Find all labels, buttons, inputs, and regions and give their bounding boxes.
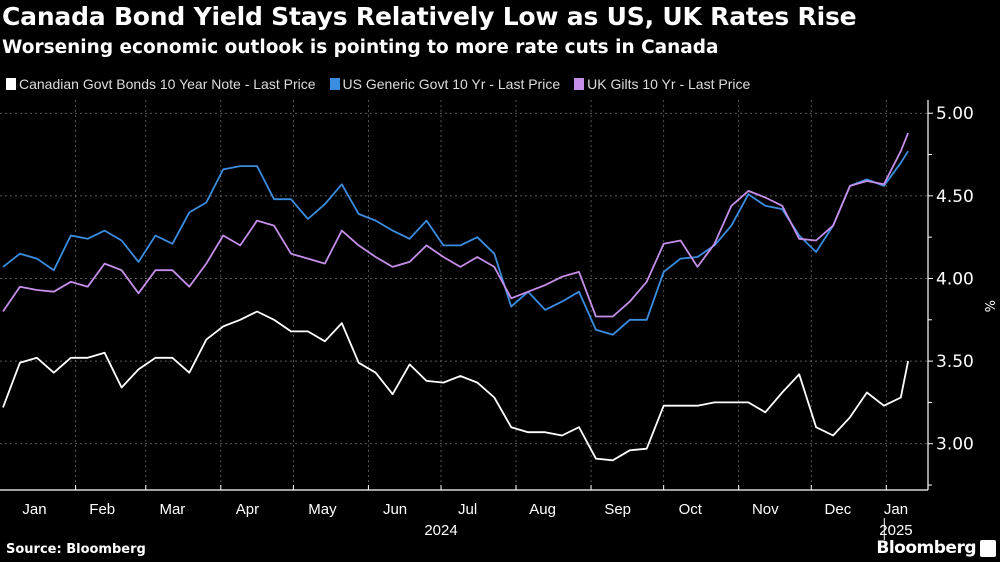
legend-item-uk: UK Gilts 10 Yr - Last Price — [574, 76, 750, 92]
legend-swatch-uk — [574, 78, 585, 90]
x-tick-label: Jan — [22, 501, 46, 518]
x-tick-label: Sep — [604, 501, 631, 518]
x-tick-label: Dec — [825, 501, 852, 518]
chart-subtitle: Worsening economic outlook is pointing t… — [2, 37, 719, 58]
legend-label: UK Gilts 10 Yr - Last Price — [587, 76, 751, 92]
x-tick-label: Oct — [679, 501, 703, 518]
x-year-label: 2024 — [424, 522, 457, 539]
x-tick-label: Apr — [236, 501, 259, 518]
series-line-canada — [2, 310, 909, 462]
legend-label: Canadian Govt Bonds 10 Year Note - Last … — [19, 76, 316, 92]
bloomberg-logo: Bloomberg — [876, 538, 996, 558]
y-tick-label: 5.00 — [936, 104, 974, 124]
y-tick-label: 3.00 — [936, 435, 974, 455]
source-note: Source: Bloomberg — [6, 542, 146, 557]
x-tick-label: May — [308, 501, 337, 518]
x-tick-label: Jul — [458, 501, 477, 518]
y-tick-label: 4.50 — [936, 187, 974, 207]
chart-title: Canada Bond Yield Stays Relatively Low a… — [2, 2, 857, 31]
x-tick-label: Mar — [159, 501, 185, 518]
series-line-uk — [2, 132, 909, 318]
legend-swatch-us — [329, 78, 340, 90]
y-tick-label: 4.00 — [936, 269, 974, 289]
y-axis-label: % — [981, 300, 996, 312]
legend-item-us: US Generic Govt 10 Yr - Last Price — [329, 76, 561, 92]
bloomberg-terminal-icon — [980, 539, 996, 557]
legend-swatch-canada — [6, 78, 16, 90]
x-tick-label: Feb — [89, 501, 115, 518]
x-tick-label: Aug — [529, 501, 556, 518]
x-tick-label: Jan — [884, 501, 908, 518]
legend: Canadian Govt Bonds 10 Year Note - Last … — [6, 76, 750, 92]
y-tick-label: 3.50 — [936, 352, 974, 372]
series-line-us — [2, 150, 909, 336]
legend-label: US Generic Govt 10 Yr - Last Price — [342, 76, 561, 92]
logo-text: Bloomberg — [876, 538, 976, 558]
x-year-label: 2025 — [879, 522, 912, 539]
x-tick-label: Jun — [383, 501, 407, 518]
legend-item-canada: Canadian Govt Bonds 10 Year Note - Last … — [6, 76, 316, 92]
x-tick-label: Nov — [752, 501, 779, 518]
